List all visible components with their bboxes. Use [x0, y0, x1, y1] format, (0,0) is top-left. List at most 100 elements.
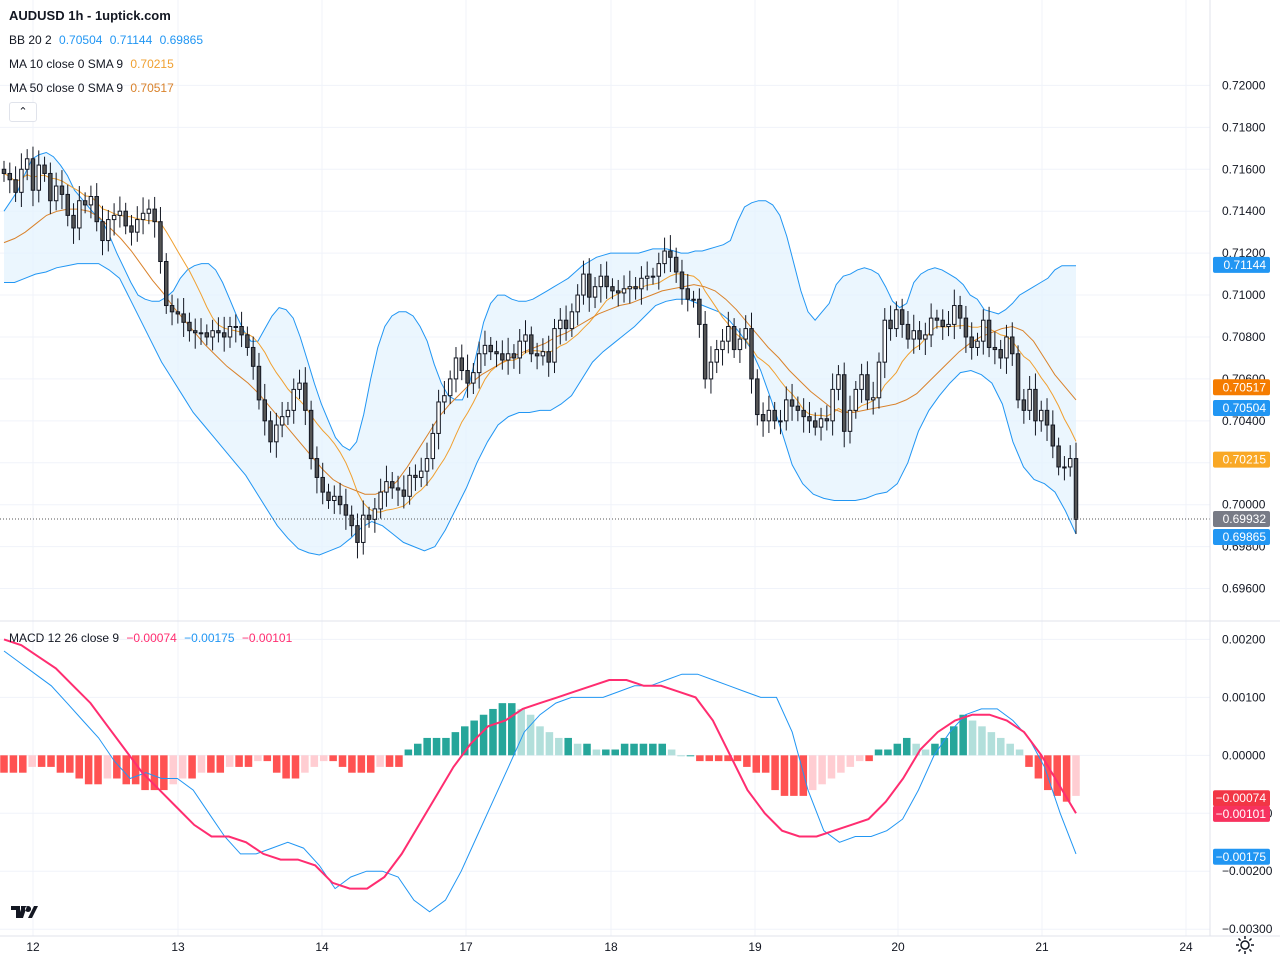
legend-ma10[interactable]: MA 10 close 0 SMA 9 0.70215: [9, 57, 178, 71]
macd-hist-bar: [489, 708, 497, 756]
candle-body: [650, 275, 656, 278]
candle-body: [233, 326, 239, 328]
macd-hist-bar: [1015, 749, 1024, 756]
candle-body: [685, 288, 691, 300]
macd-hist-bar: [94, 755, 102, 785]
candle-body: [169, 305, 175, 313]
candle-body: [320, 476, 325, 493]
candle-body: [343, 504, 349, 516]
macd-hist-bar: [451, 732, 460, 756]
candle-body: [592, 286, 598, 298]
macd-hist-bar: [714, 755, 723, 762]
macd-hist-bar: [1044, 755, 1052, 791]
macd-hist-bar: [47, 755, 55, 767]
time-tick-label: 21: [1035, 940, 1049, 954]
legend-ma50[interactable]: MA 50 close 0 SMA 9 0.70517: [9, 81, 178, 95]
macd-hist-bar: [649, 743, 657, 756]
legend-macd-signal: −0.00101: [241, 631, 293, 645]
candle-body: [1038, 409, 1044, 422]
candle-body: [882, 319, 888, 363]
legend-macd-macd: −0.00175: [184, 631, 235, 645]
price-tick-label: 0.70400: [1222, 414, 1266, 428]
time-tick-label: 12: [26, 940, 40, 954]
candle-body: [337, 495, 343, 506]
macd-hist-bar: [959, 714, 967, 756]
macd-hist-bar: [846, 755, 855, 767]
candle-body: [1033, 388, 1038, 422]
macd-hist-bar: [301, 755, 309, 773]
candle-body: [1044, 409, 1050, 426]
candle-body: [986, 319, 992, 348]
macd-hist-bar: [893, 743, 902, 756]
candle-body: [876, 361, 882, 399]
candle-body: [314, 458, 320, 478]
macd-hist-bar: [545, 732, 554, 756]
candle-body: [1050, 424, 1056, 447]
time-tick-label: 19: [748, 940, 762, 954]
macd-hist-bar: [376, 755, 384, 767]
candle-body: [204, 332, 210, 338]
legend-collapse-button[interactable]: ⌃: [9, 102, 37, 122]
settings-gear-icon[interactable]: [1235, 935, 1255, 955]
candle-body: [1067, 458, 1073, 468]
candle-body: [830, 388, 835, 422]
price-tag-bg: [1213, 510, 1270, 527]
time-tick-label: 17: [459, 940, 473, 954]
candle-body: [847, 409, 853, 432]
candle-body: [465, 370, 470, 384]
candle-body: [708, 361, 714, 380]
macd-hist-bar: [884, 749, 892, 756]
macd-hist-bar: [310, 755, 319, 767]
macd-hist-bar: [583, 743, 591, 756]
candle-body: [216, 330, 221, 334]
candle-body: [389, 481, 395, 489]
legend-macd[interactable]: MACD 12 26 close 9 −0.00074 −0.00175 −0.…: [9, 631, 296, 645]
macd-hist-bar: [423, 737, 431, 756]
candle-body: [146, 208, 152, 214]
candle-body: [662, 250, 667, 265]
macd-hist-bar: [931, 743, 939, 756]
candle-body: [384, 481, 389, 493]
macd-hist-bar: [254, 755, 262, 762]
macd-hist-bar: [0, 755, 8, 773]
legend-ma50-name: MA 50 close 0 SMA 9: [9, 81, 124, 95]
candle-body: [71, 214, 76, 229]
candle-body: [928, 317, 934, 336]
candle-body: [615, 290, 621, 294]
candle-body: [737, 338, 743, 351]
legend-bb[interactable]: BB 20 2 0.70504 0.71144 0.69865: [9, 33, 207, 47]
candle-body: [297, 382, 302, 390]
candle-body: [656, 263, 662, 277]
price-tick-label: 0.71000: [1222, 288, 1266, 302]
legend-ma10-name: MA 10 close 0 SMA 9: [9, 57, 124, 71]
candle-body: [598, 275, 604, 288]
macd-tick-label: −0.00300: [1222, 922, 1273, 936]
macd-hist-bar: [348, 755, 356, 773]
time-tick-label: 20: [891, 940, 905, 954]
candle-body: [940, 319, 945, 328]
candle-body: [65, 193, 70, 216]
candle-body: [755, 378, 760, 416]
macd-hist-bar: [66, 755, 74, 773]
macd-hist-bar: [395, 755, 403, 767]
macd-hist-bar: [338, 755, 347, 767]
candle-body: [558, 319, 563, 330]
candle-body: [488, 344, 493, 353]
macd-hist-bar: [1034, 755, 1043, 779]
price-tick-label: 0.72000: [1222, 78, 1266, 92]
candle-body: [540, 351, 546, 357]
candle-body: [7, 172, 13, 181]
candle-body: [772, 409, 777, 422]
candle-body: [899, 309, 905, 325]
time-tick-label: 14: [315, 940, 329, 954]
candle-body: [175, 311, 181, 315]
tradingview-logo-icon: [8, 898, 40, 924]
candle-body: [274, 424, 279, 443]
candle-body: [291, 388, 296, 411]
macd-hist-bar: [508, 703, 516, 756]
macd-tag: −0.00175: [1216, 850, 1267, 864]
macd-hist-bar: [855, 755, 864, 762]
candle-body: [442, 395, 447, 403]
